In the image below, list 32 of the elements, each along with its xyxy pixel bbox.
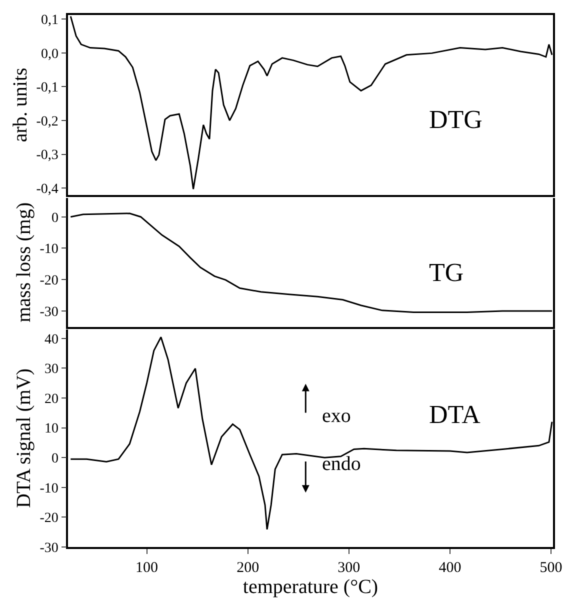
annotation: DTA [429,400,481,429]
y-tick-label: 0 [51,451,58,466]
x-tick-label: 100 [136,560,158,576]
y-tick-label: 0,1 [40,12,58,28]
y-tick-label: -30 [40,540,58,556]
y-tick-label: -0,4 [36,182,58,197]
y-tick-label: -20 [40,274,58,289]
y-axis-title: arb. units [9,67,32,142]
y-tick-label: 30 [44,362,58,378]
y-tick-label: 10 [44,422,58,437]
y-tick-label: -10 [40,242,58,258]
x-tick-label: 400 [438,560,462,576]
y-tick-label: -0,3 [36,148,58,164]
y-tick-label: -0,2 [36,114,58,130]
y-tick-label: 40 [44,332,58,348]
annotation: DTG [429,105,482,134]
annotation: exo [322,405,351,427]
y-axis-title: mass loss (mg) [12,202,35,322]
x-tick-label: 500 [540,560,562,576]
x-tick-label: 200 [236,560,260,576]
y-axis-title: DTA signal (mV) [12,368,35,508]
y-tick-label: -0,1 [36,80,58,96]
y-tick-label: 0,0 [40,46,58,62]
x-axis-title: temperature (°C) [242,576,378,598]
x-tick-label: 300 [338,560,360,576]
y-tick-label: -30 [40,304,58,320]
y-tick-label: -20 [40,511,58,526]
annotation: endo [322,453,361,475]
y-tick-label: -10 [40,481,58,496]
y-tick-label: 0 [51,210,58,226]
y-tick-label: 20 [44,392,58,407]
annotation: TG [429,258,464,287]
